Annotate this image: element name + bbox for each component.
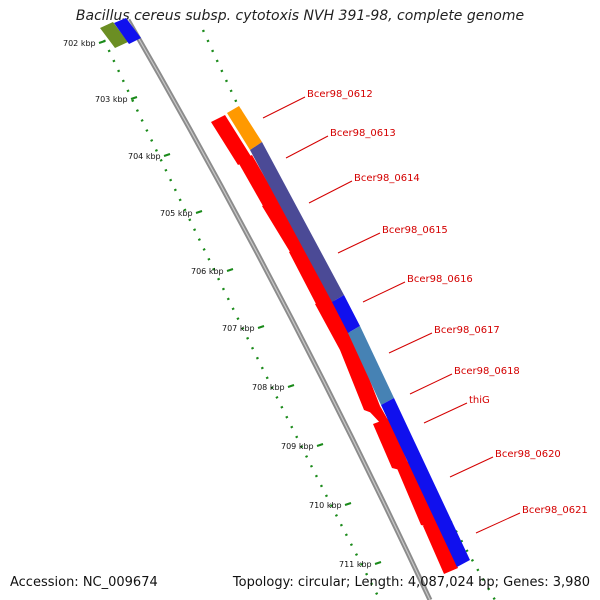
gene-label-bcer98-0620[interactable]: Bcer98_0620 — [495, 449, 561, 460]
partial-features-top — [100, 18, 141, 48]
cds-red[interactable] — [373, 418, 408, 470]
genome-backbone — [125, 18, 433, 600]
gene-bcer98-0618-0621[interactable] — [381, 398, 470, 567]
tick-label: 711 kbp — [339, 560, 372, 569]
gene-label-bcer98-0616[interactable]: Bcer98_0616 — [407, 274, 473, 285]
cds-red[interactable] — [315, 298, 356, 352]
tick-label: 703 kbp — [95, 95, 128, 104]
gene-bcer98-0613-0615[interactable] — [250, 142, 344, 302]
gene-label-thig[interactable]: thiG — [469, 395, 490, 406]
gene-label-bcer98-0617[interactable]: Bcer98_0617 — [434, 325, 500, 336]
tick-label: 702 kbp — [63, 39, 96, 48]
kbp-tick-labels: 702 kbp 703 kbp 704 kbp 705 kbp 706 kbp … — [63, 39, 382, 569]
gene-bcer98-0612[interactable] — [227, 106, 262, 150]
blue-feature-top — [114, 18, 141, 44]
gene-label-bcer98-0615[interactable]: Bcer98_0615 — [382, 225, 448, 236]
cds-red[interactable] — [289, 245, 333, 306]
genome-summary-text: Topology: circular; Length: 4,087,024 bp… — [232, 575, 590, 590]
gene-label-bcer98-0612[interactable]: Bcer98_0612 — [307, 89, 373, 100]
tick-label: 707 kbp — [222, 324, 255, 333]
forward-strand-genes[interactable] — [227, 106, 470, 567]
tick-label: 709 kbp — [281, 442, 314, 451]
cds-red[interactable] — [340, 345, 380, 413]
tick-label: 708 kbp — [252, 383, 285, 392]
accession-text: Accession: NC_009674 — [10, 575, 158, 590]
gene-label-bcer98-0621[interactable]: Bcer98_0621 — [522, 505, 588, 516]
tick-label: 704 kbp — [128, 152, 161, 161]
gene-bcer98-0617[interactable] — [348, 326, 394, 405]
tick-label: 705 kbp — [160, 209, 193, 218]
tick-label: 710 kbp — [309, 501, 342, 510]
map-title: Bacillus cereus subsp. cytotoxis NVH 391… — [75, 8, 525, 24]
cds-red[interactable] — [423, 520, 458, 574]
tick-label: 706 kbp — [191, 267, 224, 276]
gene-labels: Bcer98_0612 Bcer98_0613 Bcer98_0614 Bcer… — [307, 89, 588, 516]
cds-red[interactable] — [396, 460, 437, 527]
cds-red[interactable] — [238, 155, 278, 208]
gene-bcer98-0616[interactable] — [332, 295, 360, 333]
gene-label-bcer98-0614[interactable]: Bcer98_0614 — [354, 173, 420, 184]
gene-label-bcer98-0613[interactable]: Bcer98_0613 — [330, 128, 396, 139]
cds-red[interactable] — [262, 200, 306, 253]
olive-feature — [100, 22, 128, 48]
gene-leader-lines — [262, 96, 521, 534]
gene-label-bcer98-0618[interactable]: Bcer98_0618 — [454, 366, 520, 377]
cds-red[interactable] — [211, 115, 252, 165]
reverse-strand-genes[interactable] — [211, 115, 458, 574]
